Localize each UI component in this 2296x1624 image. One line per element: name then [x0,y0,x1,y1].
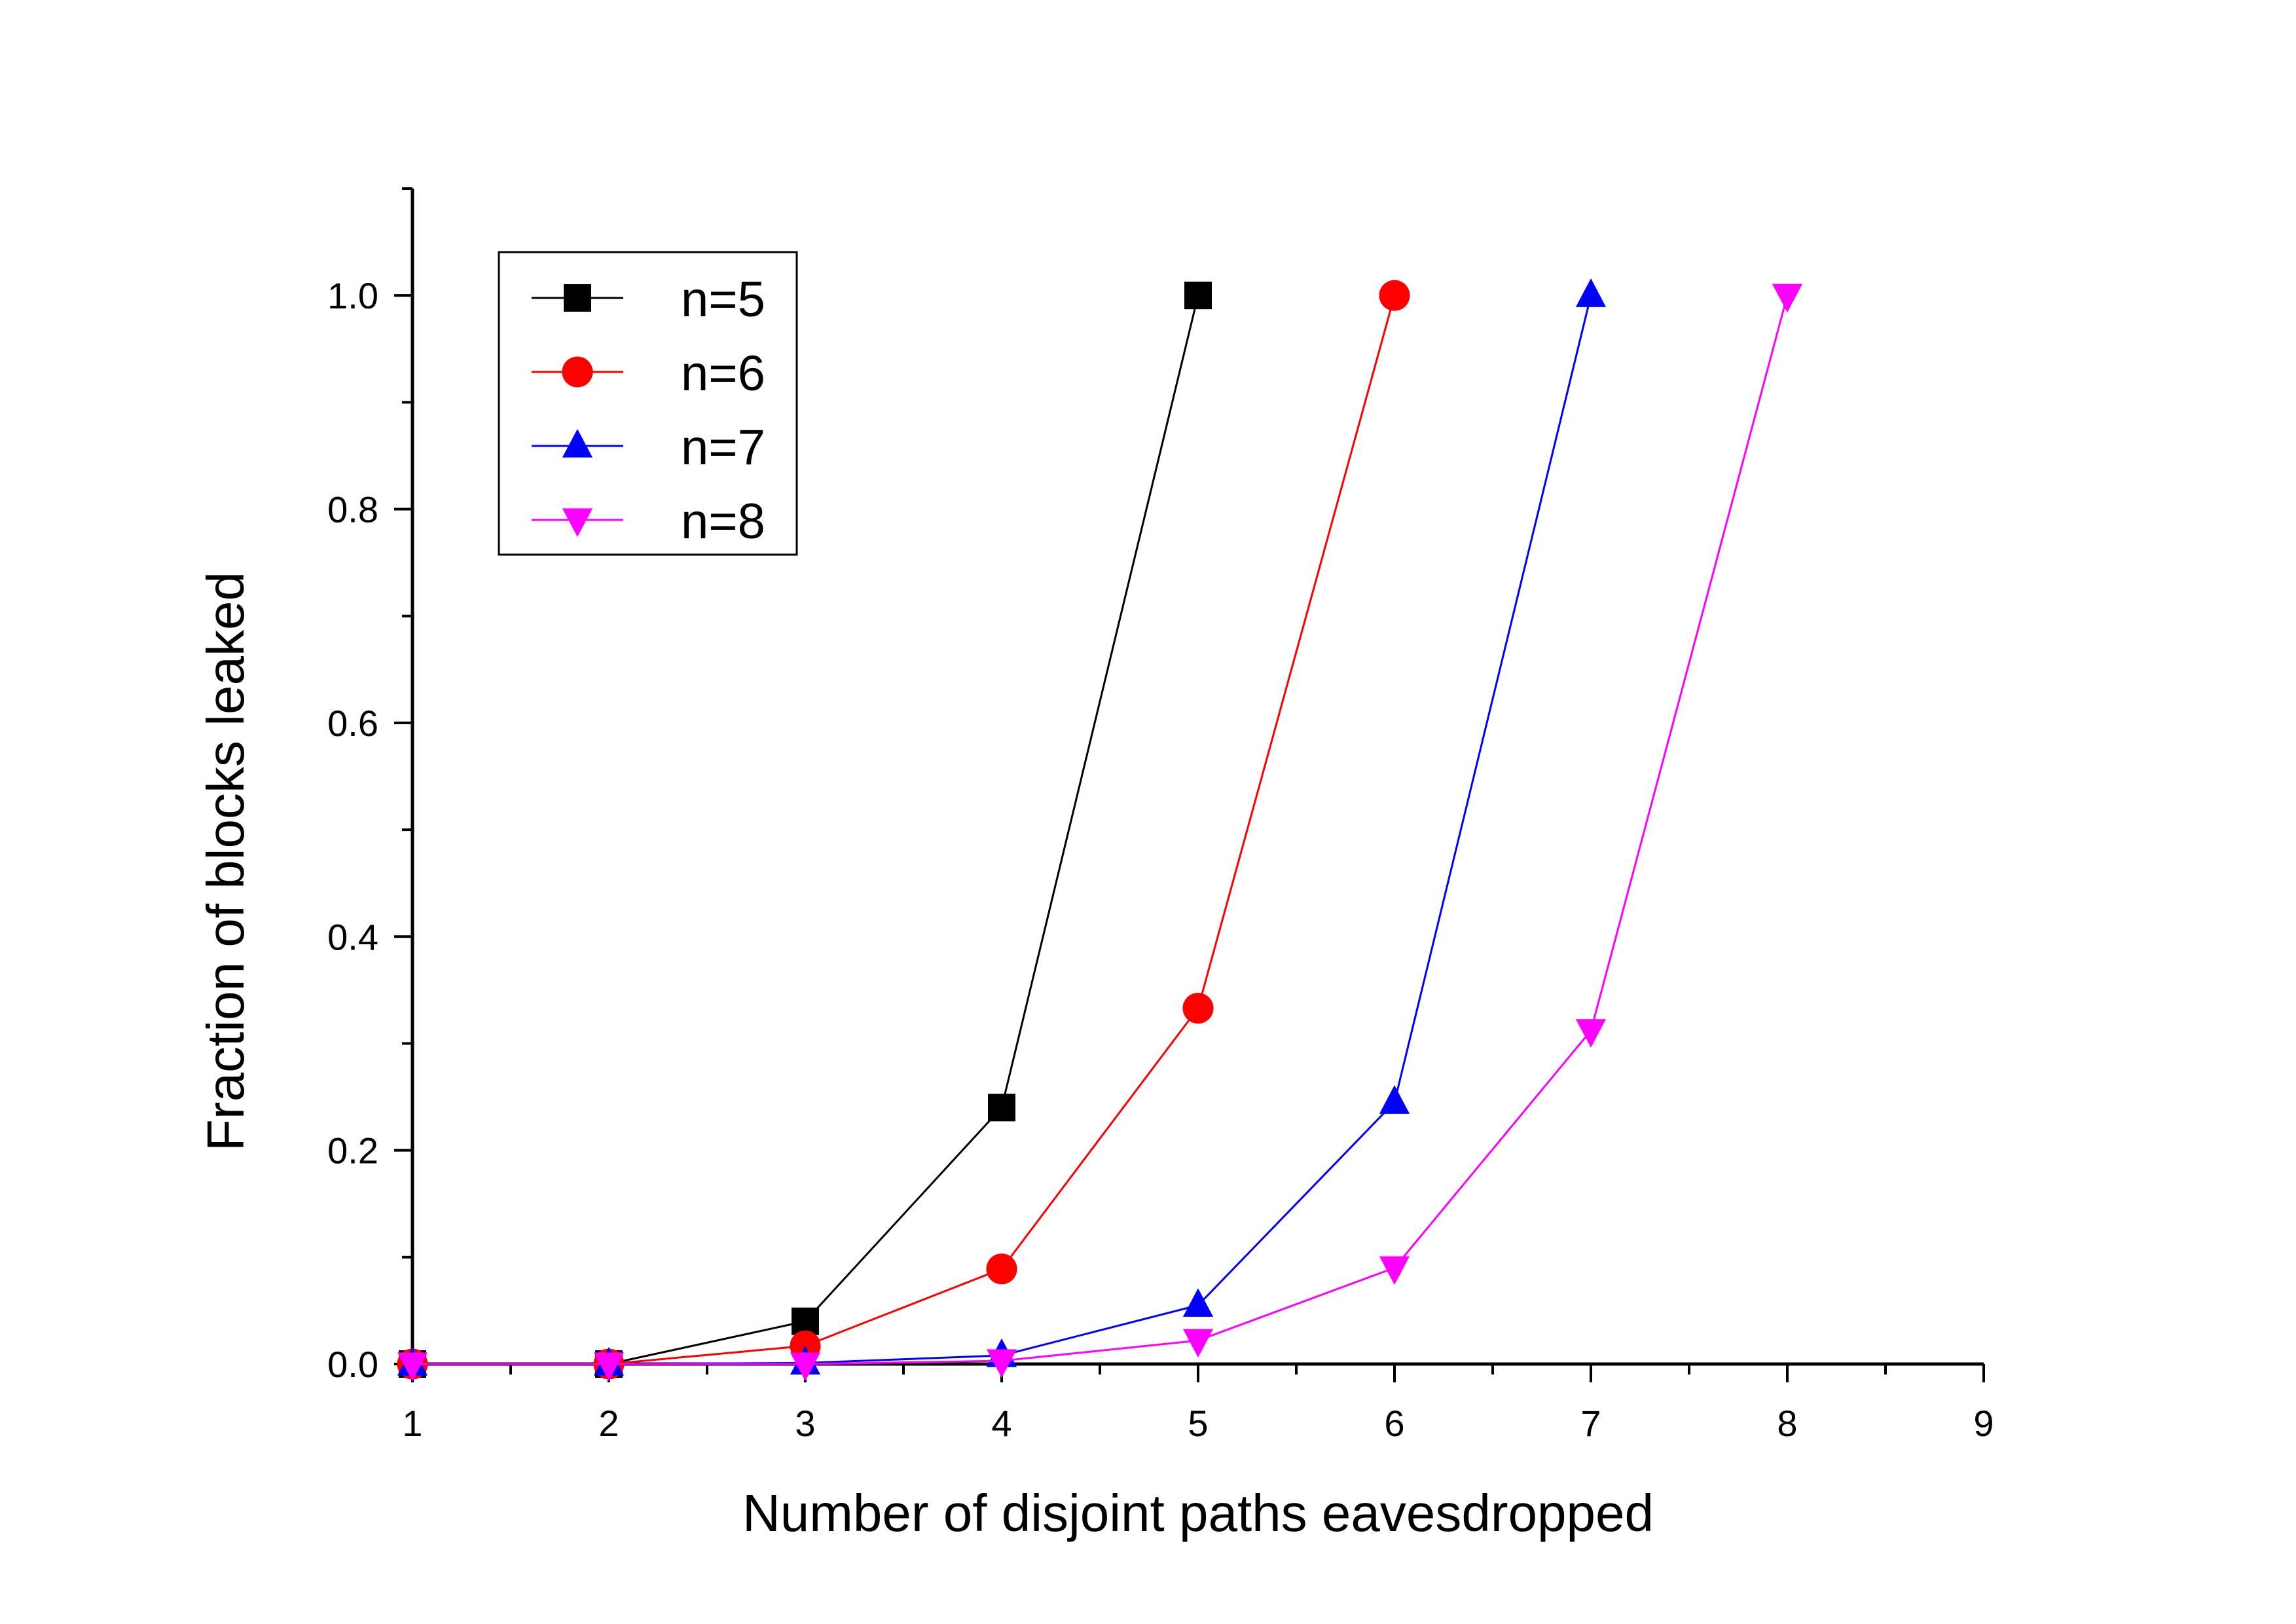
legend-item: n=7 [532,420,765,475]
data-point [1182,993,1214,1024]
x-tick-label: 1 [402,1403,422,1444]
legend-box [498,251,798,556]
data-point [1184,282,1212,310]
legend-marker [564,284,591,312]
y-tick-label: 0.8 [327,489,378,530]
data-point [1379,1085,1410,1114]
series-line [412,295,1789,1365]
data-point [1182,1288,1214,1317]
data-point [792,1307,819,1335]
data-point [397,1352,428,1382]
legend-marker [562,356,593,388]
legend-label: n=8 [681,494,765,549]
legend-label: n=6 [681,346,765,401]
data-point [988,1094,1015,1122]
x-tick-label: 4 [991,1403,1011,1444]
x-tick-label: 9 [1973,1403,1994,1444]
legend: n=5 n=6 n=7 n=8 [498,251,798,556]
legend-item: n=6 [532,346,765,401]
data-point [986,1349,1017,1378]
data-point [1772,284,1803,313]
x-tick-label: 3 [795,1403,815,1444]
y-tick-label: 1.0 [327,275,378,316]
data-point [1575,278,1607,307]
data-point [1379,280,1410,311]
y-tick-label: 0.0 [327,1344,378,1385]
legend-marker [562,428,593,458]
legend-label: n=7 [681,420,765,475]
data-point [1379,1256,1410,1285]
legend-item: n=5 [532,272,765,327]
data-point [986,1253,1017,1285]
legend-item: n=8 [532,494,765,549]
data-point [593,1352,625,1382]
plot-area [397,278,1803,1382]
data-point [1575,1019,1607,1048]
x-tick-label: 7 [1580,1403,1601,1444]
data-point [1182,1329,1214,1358]
y-tick-label: 0.6 [327,703,378,744]
x-tick-label: 2 [598,1403,619,1444]
y-tick-label: 0.2 [327,1130,378,1172]
legend-marker [562,508,593,538]
y-tick-label: 0.4 [327,916,378,957]
x-tick-label: 8 [1777,1403,1797,1444]
legend-label: n=5 [681,272,765,327]
x-tick-label: 5 [1188,1403,1208,1444]
data-point [790,1352,821,1382]
series-n=8 [397,284,1803,1382]
y-axis-title: Fraction of blocks leaked [196,572,255,1151]
x-tick-label: 6 [1384,1403,1404,1444]
x-axis-title: Number of disjoint paths eavesdropped [742,1484,1654,1542]
